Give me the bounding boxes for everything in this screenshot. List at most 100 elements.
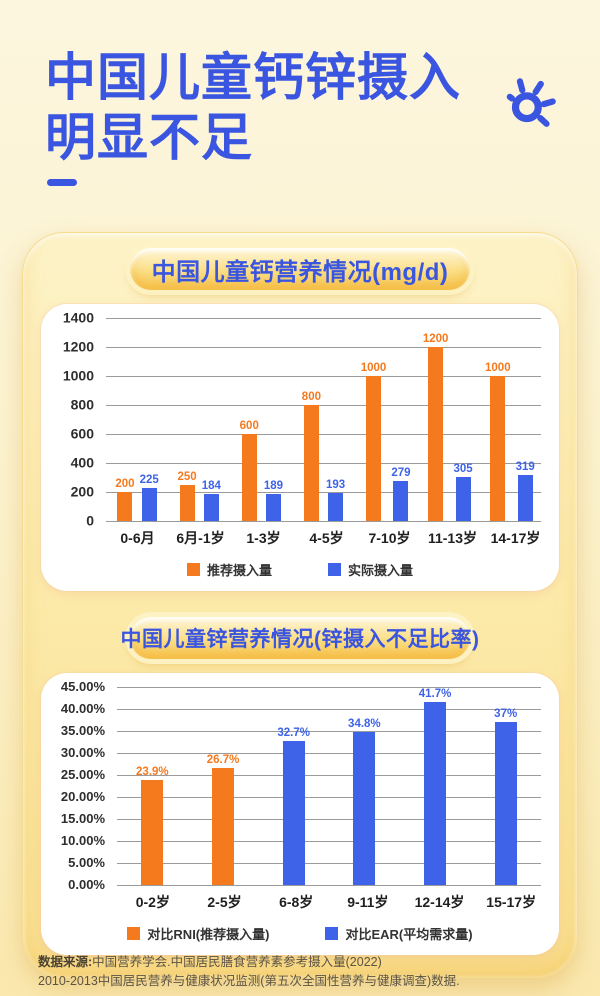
bar bbox=[455, 476, 471, 521]
x-axis-label: 15-17岁 bbox=[486, 894, 537, 910]
data-source: 数据来源:中国营养学会.中国居民膳食营养素参考摄入量(2022) 2010-20… bbox=[38, 953, 580, 991]
y-tick-label: 800 bbox=[70, 396, 94, 413]
y-tick-label: 1200 bbox=[62, 338, 94, 355]
gridline bbox=[117, 687, 541, 688]
y-tick-label: 200 bbox=[70, 483, 94, 500]
bar-with-label: 200 bbox=[115, 478, 135, 521]
bar bbox=[117, 492, 133, 521]
bar bbox=[203, 494, 219, 521]
calcium-bar-chart: 1400 1200 1000 800 600 400 200 0 200 225 250 18… bbox=[49, 310, 551, 579]
x-axis-label: 14-17岁 bbox=[490, 530, 541, 546]
bar-value-label: 1200 bbox=[422, 333, 449, 345]
legend-swatch-icon bbox=[186, 563, 200, 576]
gridline bbox=[117, 775, 541, 776]
legend-item: 实际摄入量 bbox=[328, 560, 413, 579]
category-column: 23.9% bbox=[117, 687, 188, 885]
bar-value-label: 26.7% bbox=[206, 753, 240, 766]
x-axis-label: 9-11岁 bbox=[347, 894, 389, 910]
y-tick-label: 0.00% bbox=[68, 877, 105, 893]
gridline bbox=[117, 841, 541, 842]
y-tick-label: 1000 bbox=[62, 367, 94, 384]
legend-label: 推荐摄入量 bbox=[206, 563, 272, 578]
x-axis-label: 0-6月 bbox=[120, 530, 155, 546]
bar bbox=[353, 731, 376, 885]
bar-value-label: 279 bbox=[391, 466, 411, 479]
bar-value-label: 189 bbox=[263, 479, 284, 492]
category-column: 41.7% bbox=[400, 687, 471, 885]
bar-with-label: 1200 bbox=[422, 333, 449, 521]
bar-with-label: 800 bbox=[302, 391, 321, 521]
gridline bbox=[106, 376, 541, 377]
zinc-x-axis-labels: 0-2岁 2-5岁 6-8岁 9-11岁 12-14岁 15-17岁 bbox=[117, 892, 547, 912]
legend-item: 对比EAR(平均需求量) bbox=[325, 924, 473, 943]
bar bbox=[179, 484, 195, 521]
bar-with-label: 305 bbox=[453, 462, 473, 521]
bar-with-label: 26.7% bbox=[206, 753, 240, 885]
gridline bbox=[117, 819, 541, 820]
gridline bbox=[106, 347, 541, 348]
bar-with-label: 319 bbox=[516, 461, 535, 521]
x-axis-label: 6-8岁 bbox=[279, 894, 314, 910]
bar-value-label: 193 bbox=[325, 479, 346, 491]
zinc-bar-chart: 45.00% 40.00% 35.00% 30.00% 25.00% 20.00% 15.0… bbox=[49, 679, 551, 943]
bar-value-label: 1000 bbox=[485, 362, 511, 374]
category-column: 32.7% bbox=[258, 687, 329, 885]
calcium-chart-panel: 1400 1200 1000 800 600 400 200 0 200 225 250 18… bbox=[41, 304, 559, 591]
bar-value-label: 600 bbox=[239, 420, 259, 432]
page-title-line2: 明显不足 bbox=[45, 108, 254, 166]
bar-value-label: 250 bbox=[177, 470, 197, 483]
calcium-x-axis-labels: 0-6月 6月-1岁 1-3岁 4-5岁 7-10岁 11-13岁 14-17岁 bbox=[106, 528, 547, 548]
bar bbox=[366, 376, 382, 521]
bar-with-label: 193 bbox=[326, 479, 345, 521]
charts-card: 中国儿童钙营养情况(mg/d) 1400 1200 1000 800 600 400 200… bbox=[22, 232, 578, 978]
bar bbox=[494, 722, 517, 885]
x-axis-label: 2-5岁 bbox=[207, 894, 242, 910]
x-axis-label: 6月-1岁 bbox=[176, 530, 225, 546]
bar bbox=[428, 347, 444, 521]
gridline bbox=[117, 731, 541, 732]
category-column: 1000 319 bbox=[479, 318, 541, 521]
gridline bbox=[106, 492, 541, 493]
bar bbox=[282, 741, 305, 885]
legend-swatch-icon bbox=[328, 563, 341, 576]
y-tick-label: 30.00% bbox=[60, 745, 105, 761]
bar-value-label: 23.9% bbox=[136, 765, 169, 778]
bar bbox=[212, 767, 234, 885]
bar-value-label: 184 bbox=[201, 480, 221, 493]
calcium-legend: 推荐摄入量 实际摄入量 bbox=[49, 560, 551, 579]
data-source-label: 数据来源: bbox=[38, 955, 93, 969]
y-tick-label: 40.00% bbox=[60, 701, 105, 717]
y-tick-label: 400 bbox=[70, 454, 94, 471]
zinc-chart-panel: 45.00% 40.00% 35.00% 30.00% 25.00% 20.00% 15.0… bbox=[41, 673, 559, 955]
category-column: 800 193 bbox=[292, 318, 354, 521]
x-axis-label: 0-2岁 bbox=[135, 894, 170, 910]
bar-value-label: 305 bbox=[453, 462, 473, 475]
gridline bbox=[117, 885, 541, 886]
bar bbox=[241, 434, 257, 521]
bar bbox=[424, 701, 447, 885]
zinc-plot-area: 45.00% 40.00% 35.00% 30.00% 25.00% 20.00% 15.0… bbox=[49, 679, 545, 892]
y-tick-label: 45.00% bbox=[60, 679, 105, 695]
category-column: 250 184 bbox=[168, 318, 230, 521]
bar bbox=[141, 779, 164, 885]
calcium-chart-title: 中国儿童钙营养情况(mg/d) bbox=[151, 258, 449, 286]
bar bbox=[303, 405, 319, 521]
data-source-text1: 中国营养学会.中国居民膳食营养素参考摄入量(2022) bbox=[92, 955, 382, 969]
bar-value-label: 1000 bbox=[360, 362, 387, 374]
bar-with-label: 1000 bbox=[360, 362, 387, 521]
bar-value-label: 34.8% bbox=[348, 717, 381, 730]
bar-with-label: 1000 bbox=[485, 362, 511, 521]
calcium-plot-area: 1400 1200 1000 800 600 400 200 0 200 225 250 18… bbox=[49, 310, 545, 529]
bar bbox=[393, 480, 409, 521]
gridline bbox=[106, 405, 541, 406]
gridline bbox=[117, 753, 541, 754]
gridline bbox=[117, 863, 541, 864]
bar-with-label: 34.8% bbox=[348, 718, 381, 885]
gridline bbox=[106, 318, 541, 319]
title-underline-dash bbox=[47, 179, 77, 187]
y-tick-label: 10.00% bbox=[60, 833, 105, 849]
x-axis-label: 4-5岁 bbox=[309, 530, 344, 546]
y-tick-label: 5.00% bbox=[68, 855, 105, 871]
bar-with-label: 23.9% bbox=[136, 766, 169, 885]
